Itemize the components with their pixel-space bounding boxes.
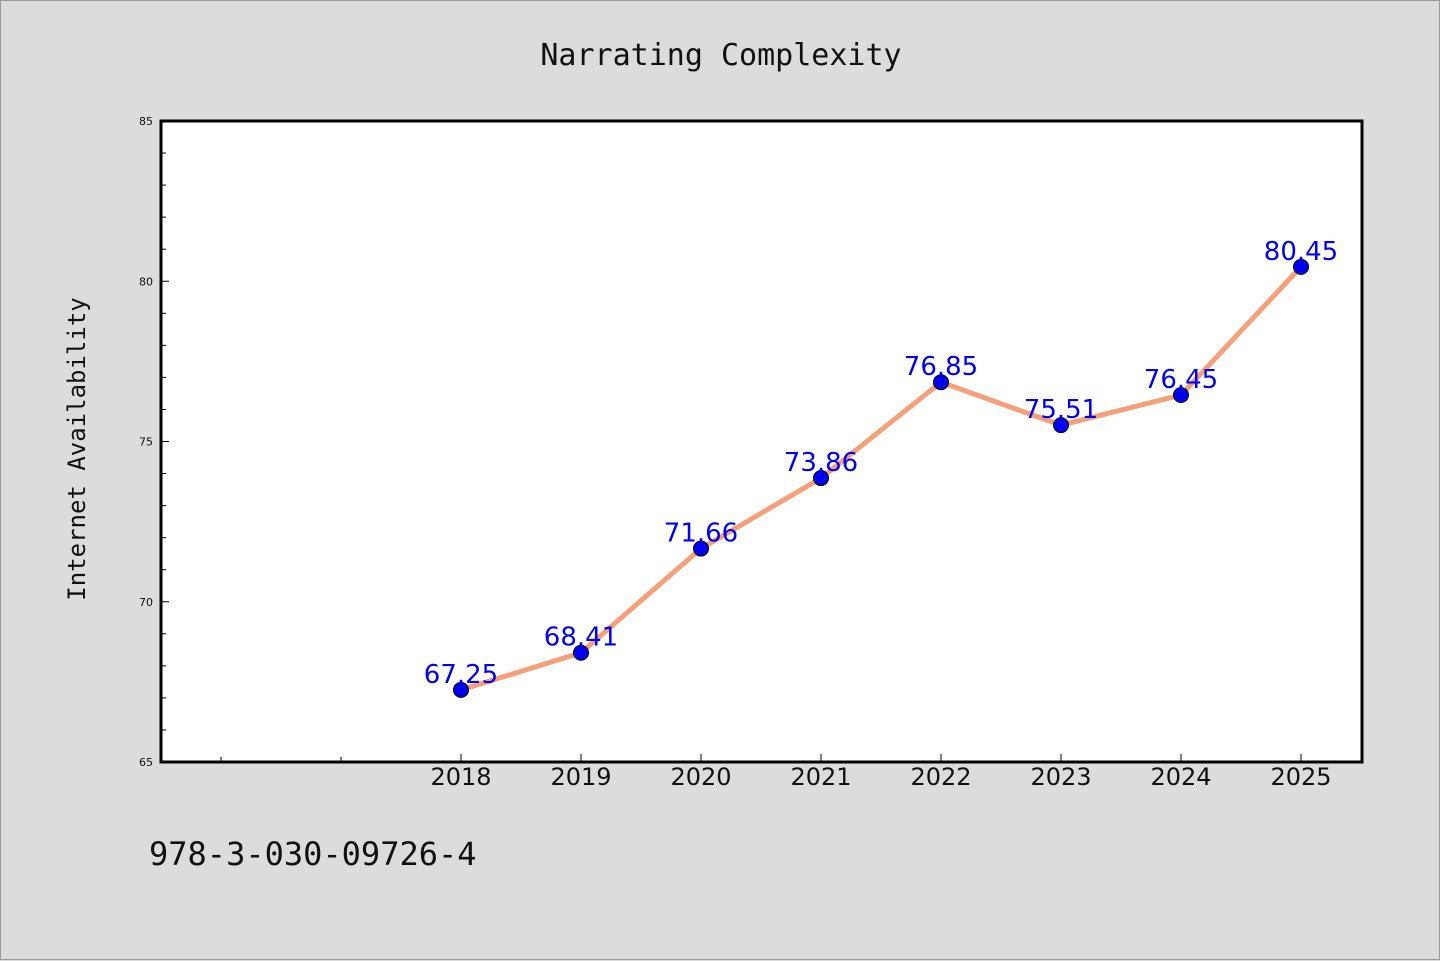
data-label: 80.45 [1264,237,1338,267]
data-label: 73.86 [784,448,858,478]
data-labels: 67.25 68.41 71.66 73.86 76.85 75.51 76.45 80.45 [424,237,1338,690]
data-point [453,681,469,698]
data-point [933,374,949,391]
data-point [1293,258,1309,275]
data-label: 76.85 [904,352,978,382]
x-tick-label: 2020 [670,763,731,791]
data-label: 76.45 [1144,365,1218,395]
data-point [1053,417,1069,434]
x-tick-label: 2025 [1270,763,1331,791]
y-tick-label: 80 [139,275,153,288]
data-label: 67.25 [424,660,498,690]
x-tick-label: 2024 [1150,763,1211,791]
data-point [693,540,709,557]
data-points [453,258,1309,698]
x-tick-label: 2021 [790,763,851,791]
data-label: 68.41 [544,623,618,653]
y-tick-label: 65 [139,756,153,769]
x-tick-label: 2018 [430,763,491,791]
y-tick-label: 85 [139,115,153,128]
chart-title: Narrating Complexity [540,38,901,73]
x-tick-label: 2023 [1030,763,1091,791]
x-tick-label: 2019 [550,763,611,791]
data-point [573,644,589,661]
series-line [458,264,1304,693]
x-tick-label: 2022 [910,763,971,791]
series-line-layer [458,264,1304,693]
axis-ticks: 65 70 75 80 85 2018 2019 2020 2021 2022 2023 2024 20… [139,115,1332,791]
plot-area [159,119,1364,764]
data-label: 71.66 [664,519,738,549]
y-tick-label: 70 [139,596,153,609]
data-point [1173,387,1189,404]
data-point [813,470,829,487]
y-tick-label: 75 [139,436,153,449]
isbn-text: 978-3-030-09726-4 [149,835,477,873]
data-label: 75.51 [1024,395,1098,425]
y-axis-label: Internet Availability [63,297,91,600]
